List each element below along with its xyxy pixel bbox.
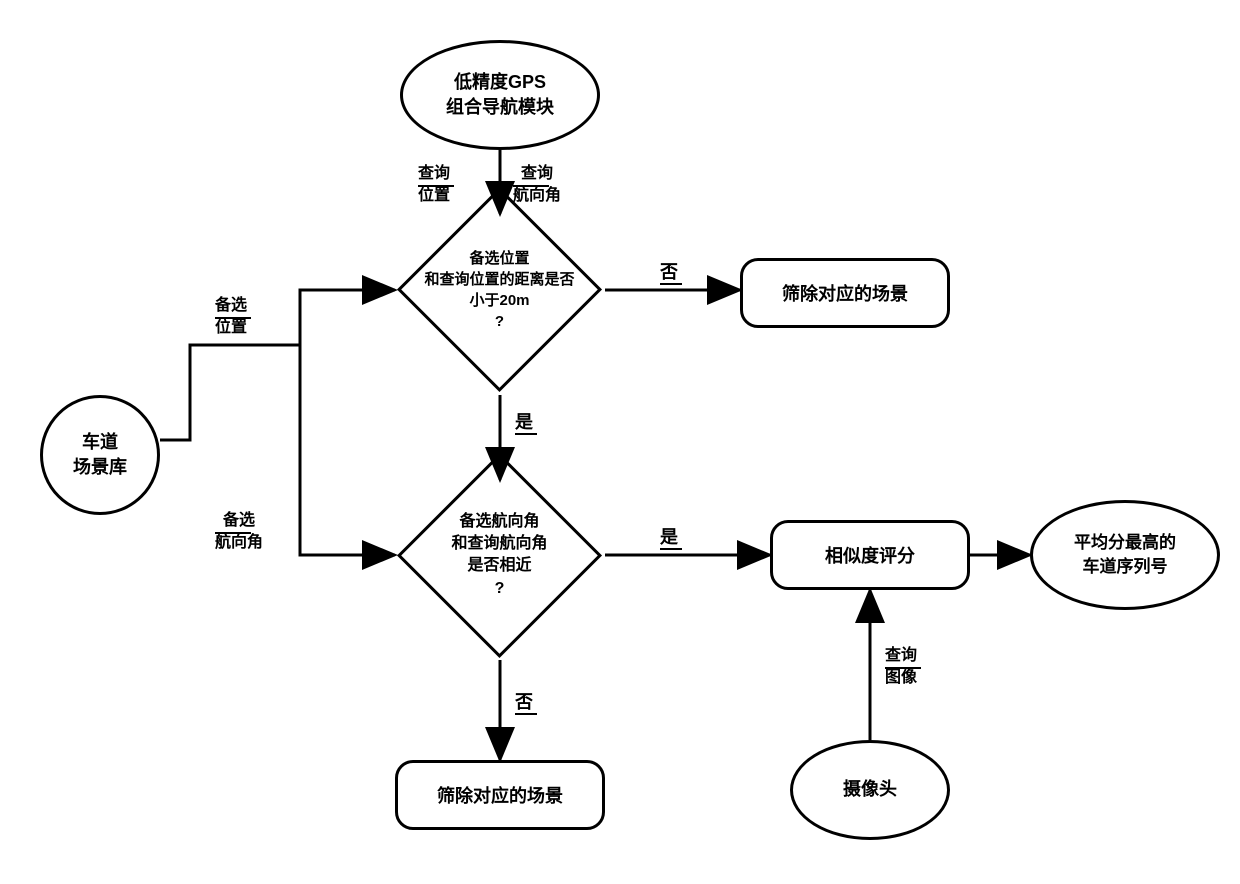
node-gps-module-text: 低精度GPS组合导航模块	[446, 70, 554, 120]
label-yes-1-underline	[515, 433, 537, 435]
node-filter-scene-2-text: 筛除对应的场景	[437, 782, 563, 808]
label-query-heading-underline	[513, 185, 549, 187]
node-lane-library-text: 车道场景库	[73, 430, 127, 480]
label-yes-1: 是	[515, 410, 533, 435]
node-decision-distance-text: 备选位置和查询位置的距离是否小于20m?	[398, 248, 601, 332]
label-candidate-heading-underline	[215, 532, 251, 534]
label-no-2: 否	[515, 690, 533, 715]
node-highest-lane: 平均分最高的车道序列号	[1030, 500, 1220, 610]
label-query-position-underline	[418, 185, 454, 187]
node-highest-lane-text: 平均分最高的车道序列号	[1074, 531, 1176, 579]
node-filter-scene-1-text: 筛除对应的场景	[782, 280, 908, 306]
node-camera: 摄像头	[790, 740, 950, 840]
label-candidate-position-underline	[215, 317, 251, 319]
node-filter-scene-1: 筛除对应的场景	[740, 258, 950, 328]
label-no-1-underline	[660, 283, 682, 285]
node-camera-text: 摄像头	[843, 777, 897, 802]
node-similarity-score-text: 相似度评分	[825, 542, 915, 568]
node-similarity-score: 相似度评分	[770, 520, 970, 590]
flowchart-container: 低精度GPS组合导航模块 车道场景库 备选位置和查询位置的距离是否小于20m? …	[0, 0, 1240, 884]
node-filter-scene-2: 筛除对应的场景	[395, 760, 605, 830]
node-lane-library: 车道场景库	[40, 395, 160, 515]
edges-layer	[0, 0, 1240, 884]
node-decision-heading-text: 备选航向角和查询航向角是否相近?	[398, 511, 601, 601]
label-query-image-underline	[885, 667, 921, 669]
node-gps-module: 低精度GPS组合导航模块	[400, 40, 600, 150]
label-no-2-underline	[515, 713, 537, 715]
label-yes-2-underline	[660, 548, 682, 550]
label-no-1: 否	[660, 260, 678, 285]
label-yes-2: 是	[660, 525, 678, 550]
